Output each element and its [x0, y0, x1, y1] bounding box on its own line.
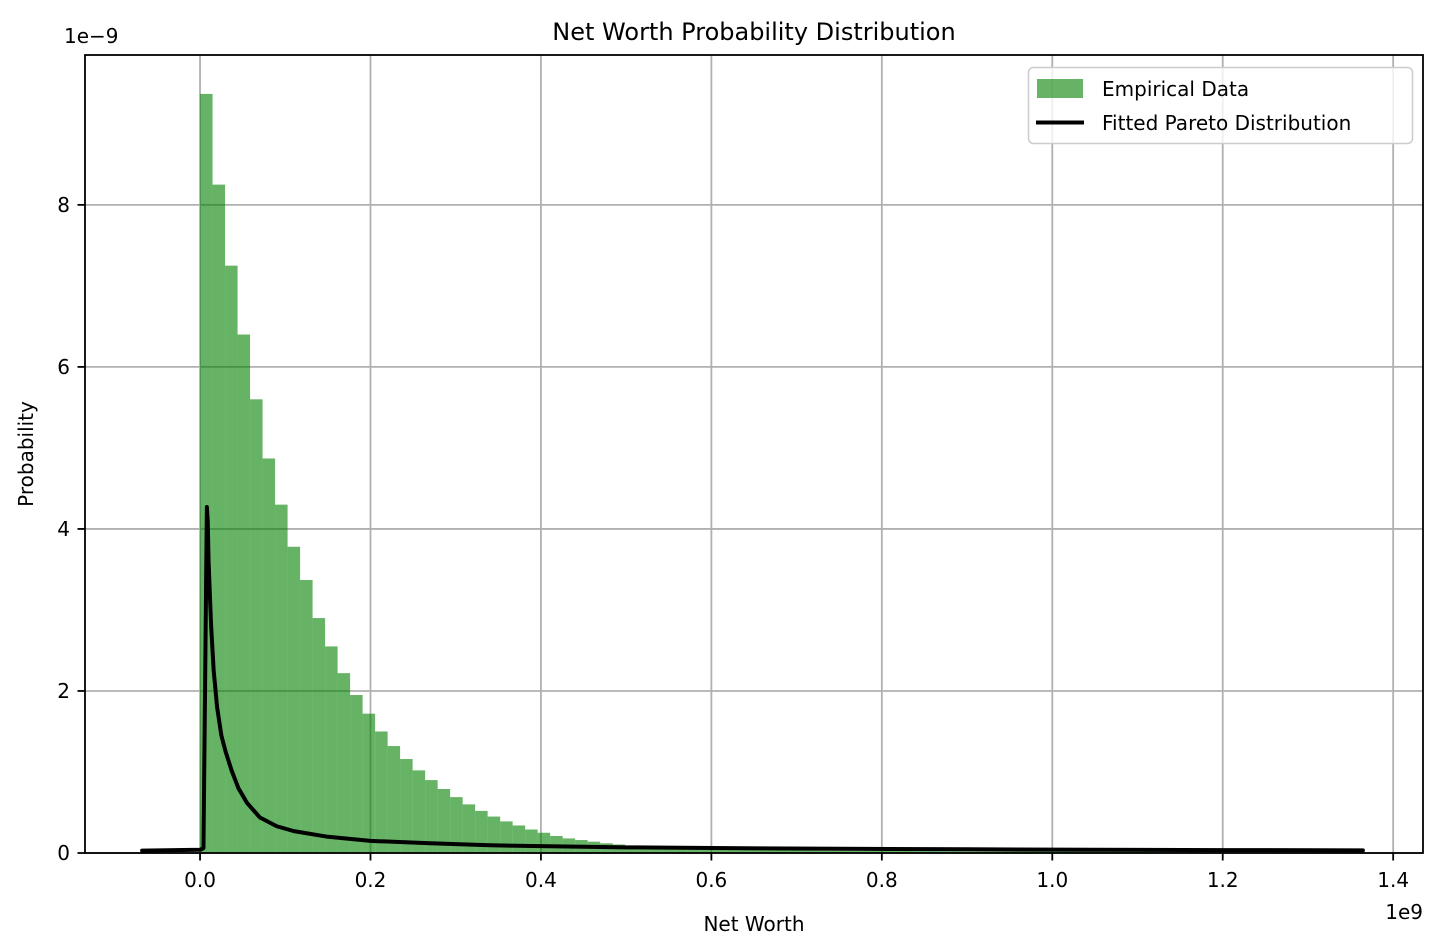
- histogram-bar: [800, 850, 813, 853]
- histogram-bar: [850, 850, 863, 853]
- histogram-bar: [737, 849, 751, 853]
- histogram-bar: [287, 546, 301, 853]
- histogram-bar: [350, 695, 363, 853]
- histogram-bar: [462, 804, 476, 853]
- legend-swatch-empirical-data: [1037, 79, 1083, 98]
- histogram-bar: [825, 850, 838, 853]
- x-axis-offset-text: 1e9: [1385, 900, 1423, 924]
- legend-label-empirical-data: Empirical Data: [1102, 77, 1249, 101]
- y-tick-label: 0: [57, 841, 70, 865]
- histogram-bar: [475, 810, 488, 853]
- histogram-bar: [725, 849, 738, 853]
- histogram-bar: [337, 673, 351, 853]
- histogram-bar: [887, 851, 901, 853]
- histogram-bar: [237, 334, 251, 853]
- histogram-bar: [225, 265, 238, 853]
- histogram-bar: [412, 770, 426, 853]
- x-tick-label: 0.8: [866, 868, 898, 892]
- y-tick-label: 6: [57, 355, 70, 379]
- y-axis-label: Probability: [14, 401, 38, 507]
- y-tick-label: 8: [57, 193, 70, 217]
- histogram-bar: [437, 788, 451, 853]
- histogram-bar: [812, 850, 826, 853]
- x-tick-label: 0.0: [184, 868, 216, 892]
- histogram-bar: [525, 829, 538, 853]
- histogram-bar: [687, 848, 701, 853]
- y-tick-label: 2: [57, 679, 70, 703]
- histogram-bar: [362, 713, 376, 853]
- histogram-bar: [900, 851, 913, 853]
- histogram-bar: [650, 847, 663, 853]
- x-tick-label: 1.0: [1036, 868, 1068, 892]
- histogram-bar: [712, 849, 726, 853]
- histogram-bar: [212, 184, 226, 853]
- histogram-bar: [787, 850, 801, 853]
- histogram-bar: [500, 821, 513, 853]
- histogram-bar: [450, 797, 463, 853]
- legend-frame: [1027, 66, 1414, 145]
- x-tick-label: 0.4: [525, 868, 557, 892]
- histogram-bar: [200, 93, 213, 853]
- histogram-bar: [662, 847, 676, 853]
- axis-ticks: [77, 203, 1395, 861]
- histogram-bar: [912, 851, 926, 853]
- histogram-bar: [775, 850, 788, 853]
- histogram-bar: [925, 851, 938, 853]
- x-tick-label: 1.4: [1377, 868, 1409, 892]
- pareto-fit-line: [140, 505, 1365, 853]
- histogram-bar: [537, 832, 551, 853]
- histogram-bar: [637, 846, 651, 853]
- histogram-bar: [262, 458, 276, 853]
- chart-title: Net Worth Probability Distribution: [552, 18, 955, 46]
- x-tick-label: 0.2: [355, 868, 387, 892]
- histogram-bar: [275, 504, 288, 853]
- histogram-bar: [375, 731, 388, 853]
- x-tick-label: 0.6: [695, 868, 727, 892]
- histogram-bar: [762, 850, 776, 853]
- histogram-bar: [312, 618, 326, 853]
- histogram-bar: [875, 850, 888, 853]
- legend: Empirical Data Fitted Pareto Distributio…: [1027, 66, 1414, 145]
- histogram-bar: [837, 850, 851, 853]
- plot-border: [84, 54, 1424, 854]
- histogram-bar: [750, 849, 763, 853]
- histogram-bar: [400, 759, 413, 853]
- pareto-fit-line-layer: [140, 505, 1365, 853]
- histogram-bar: [700, 848, 713, 853]
- histogram-bar: [425, 780, 438, 853]
- histogram-bars: [200, 93, 1363, 853]
- histogram-bar: [387, 746, 401, 853]
- histogram-bar: [487, 816, 501, 853]
- axis-tick-labels: 0.0 0.2 0.4 0.6 0.8 1.0 1.2 1.4 0 2 4 6 8: [57, 193, 1409, 892]
- histogram-bar: [250, 399, 263, 853]
- legend-label-fitted-pareto: Fitted Pareto Distribution: [1102, 111, 1351, 135]
- histogram-bar: [862, 850, 876, 853]
- histogram-bar: [325, 646, 338, 853]
- x-axis-label: Net Worth: [703, 912, 804, 936]
- x-tick-label: 1.2: [1207, 868, 1239, 892]
- histogram-bar: [300, 579, 313, 853]
- histogram-bar: [675, 848, 688, 853]
- histogram-bar: [512, 825, 526, 853]
- y-axis-offset-text: 1e−9: [64, 24, 119, 48]
- y-tick-label: 4: [57, 517, 70, 541]
